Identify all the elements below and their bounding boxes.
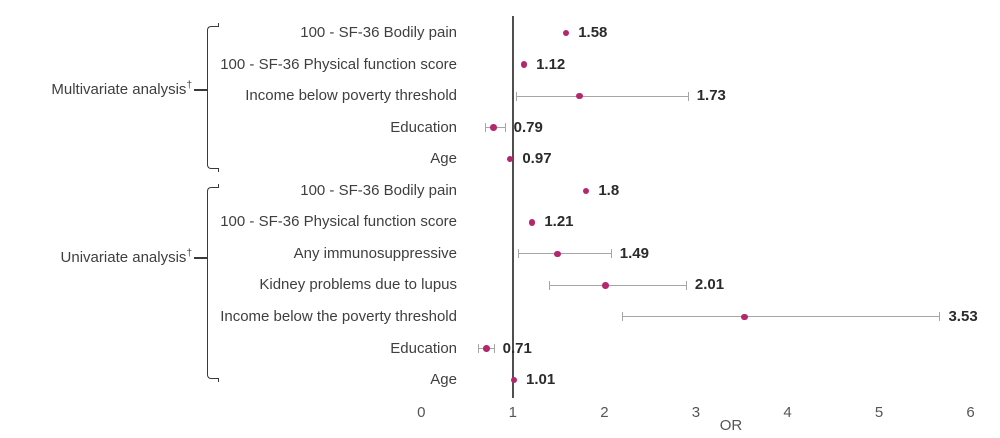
confidence-interval-line xyxy=(515,95,688,97)
or-dot xyxy=(510,376,517,384)
group-label-text: Univariate analysis xyxy=(60,249,187,266)
confidence-interval-cap xyxy=(548,280,550,290)
x-tick-label: 5 xyxy=(874,404,884,421)
or-value-label: 1.01 xyxy=(526,371,556,389)
confidence-interval-cap xyxy=(518,249,520,259)
group-bracket xyxy=(207,184,219,382)
group-label: Univariate analysis† xyxy=(0,248,192,268)
x-tick-label: 1 xyxy=(508,404,518,421)
confidence-interval-cap xyxy=(493,344,495,353)
group-bracket xyxy=(207,23,219,172)
x-tick-label: 6 xyxy=(966,404,975,421)
or-value-label: 1.12 xyxy=(536,55,566,73)
or-dot xyxy=(506,155,514,163)
confidence-interval-line xyxy=(548,284,686,286)
row-label: Age xyxy=(430,150,457,168)
or-dot xyxy=(741,313,748,321)
row-label: Kidney problems due to lupus xyxy=(259,276,457,294)
reference-line xyxy=(512,16,514,398)
row-label: Age xyxy=(430,371,457,389)
x-tick-label: 0 xyxy=(417,404,426,421)
or-value-label: 3.53 xyxy=(948,307,978,325)
confidence-interval-line xyxy=(518,253,611,255)
or-value-label: 1.21 xyxy=(544,213,574,231)
or-value-label: 2.01 xyxy=(694,276,725,294)
or-dot xyxy=(490,124,497,131)
dagger-footnote-marker: † xyxy=(186,80,192,91)
x-tick-label: 4 xyxy=(783,404,792,421)
or-dot xyxy=(528,219,536,226)
row-label: Income below poverty threshold xyxy=(245,87,457,105)
confidence-interval-cap xyxy=(485,123,487,133)
x-tick-label: 3 xyxy=(691,404,701,421)
confidence-interval-cap xyxy=(478,344,480,353)
group-label: Multivariate analysis† xyxy=(0,80,192,100)
x-tick-label: 2 xyxy=(600,404,609,421)
group-label-text: Multivariate analysis xyxy=(51,81,187,98)
group-label-connector xyxy=(194,257,207,259)
confidence-interval-cap xyxy=(610,249,612,259)
or-dot xyxy=(483,345,490,352)
or-value-label: 0.71 xyxy=(502,339,532,357)
confidence-interval-cap xyxy=(687,91,689,101)
or-value-label: 1.49 xyxy=(619,244,649,262)
confidence-interval-line xyxy=(621,316,940,318)
row-label: Education xyxy=(390,118,457,136)
or-value-label: 0.97 xyxy=(522,150,552,168)
row-label: Any immunosuppressive xyxy=(293,244,457,262)
confidence-interval-cap xyxy=(515,91,517,101)
row-label: Education xyxy=(390,339,457,357)
or-value-label: 1.8 xyxy=(598,181,620,199)
row-label: 100 - SF-36 Bodily pain xyxy=(300,24,457,41)
row-label: 100 - SF-36 Physical function score xyxy=(220,213,457,231)
confidence-interval-cap xyxy=(939,312,941,322)
or-dot xyxy=(602,282,609,289)
or-value-label: 1.73 xyxy=(696,87,726,105)
or-dot xyxy=(562,29,570,37)
confidence-interval-cap xyxy=(621,312,623,322)
row-label: 100 - SF-36 Bodily pain xyxy=(300,181,457,199)
or-dot xyxy=(554,250,561,258)
or-value-label: 1.58 xyxy=(578,24,608,41)
or-value-label: 0.79 xyxy=(513,118,543,136)
dagger-footnote-marker: † xyxy=(186,248,192,259)
or-dot xyxy=(582,187,590,194)
confidence-interval-cap xyxy=(504,123,506,133)
row-label: Income below the poverty threshold xyxy=(220,307,457,325)
group-label-connector xyxy=(194,89,207,91)
row-label: 100 - SF-36 Physical function score xyxy=(220,55,457,73)
or-dot xyxy=(520,61,528,68)
or-dot xyxy=(576,92,583,100)
x-axis-label: OR xyxy=(719,417,743,434)
confidence-interval-cap xyxy=(685,280,687,290)
